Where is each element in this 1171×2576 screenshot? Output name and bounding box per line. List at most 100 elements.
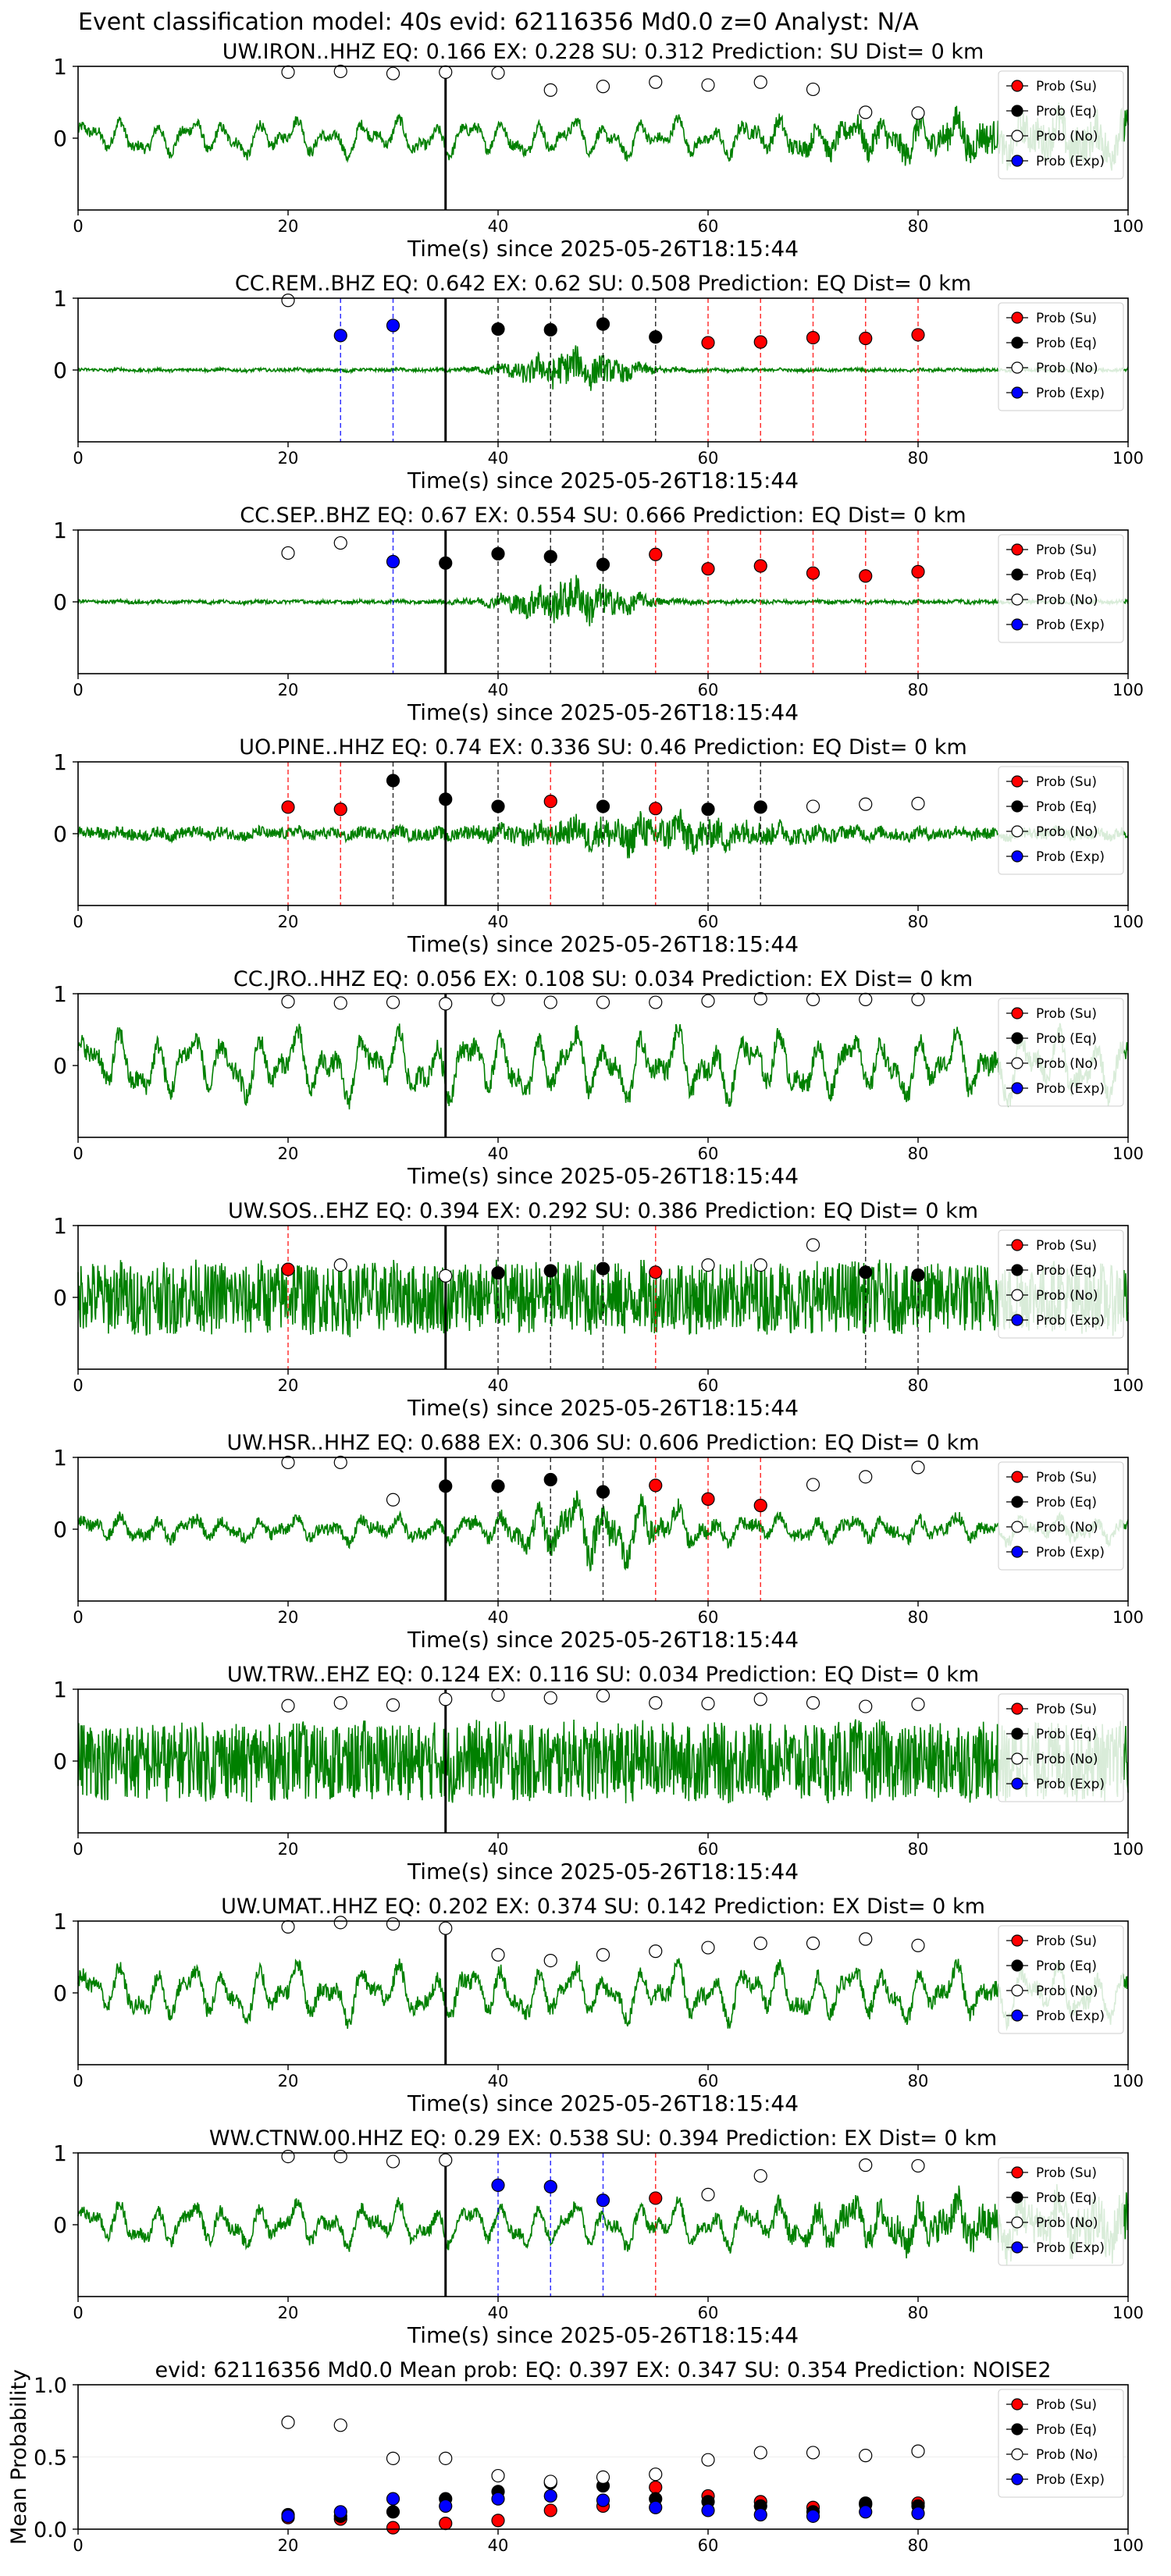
prob-point-no	[753, 2169, 767, 2183]
legend-box	[998, 2389, 1124, 2498]
x-tick-label: 0	[73, 449, 83, 468]
legend-marker-no	[1011, 1984, 1023, 1997]
prob-point-no	[806, 992, 820, 1006]
prob-point-no	[333, 1916, 347, 1930]
y-tick-label: 0	[53, 589, 67, 615]
x-tick-label: 60	[698, 1608, 719, 1627]
prob-point-su	[701, 562, 715, 576]
prob-point-su	[649, 802, 663, 816]
x-tick-label: 40	[488, 2536, 509, 2555]
prob-point-no	[753, 75, 767, 89]
prob-point-exp	[386, 318, 400, 333]
prob-point-no	[859, 2158, 873, 2172]
x-tick-label: 100	[1112, 1144, 1144, 1163]
y-tick-label: 1	[53, 2140, 67, 2166]
legend: Prob (Su) Prob (Eq) Prob (No) Prob (Exp)	[998, 998, 1124, 1107]
prob-point-no	[281, 294, 295, 308]
legend-marker-exp	[1011, 1546, 1023, 1558]
mean-point-no	[911, 2444, 925, 2458]
x-tick-label: 0	[73, 1376, 83, 1395]
mean-point-su	[649, 2480, 663, 2494]
mean-point-exp	[649, 2500, 663, 2514]
prob-point-eq	[543, 1472, 557, 1487]
x-axis-label: Time(s) since 2025-05-26T18:15:44	[407, 468, 799, 493]
legend-marker-eq	[1011, 2191, 1023, 2204]
x-tick-label: 60	[698, 1376, 719, 1395]
subplot-8: UW.TRW..EHZ EQ: 0.124 EX: 0.116 SU: 0.03…	[53, 1663, 1144, 1884]
legend-label: Prob (No)	[1036, 1288, 1098, 1304]
y-tick-label: 1	[53, 1445, 67, 1471]
prob-point-no	[386, 2154, 400, 2169]
prob-point-no	[543, 1954, 557, 1968]
legend-label: Prob (Exp)	[1036, 849, 1105, 865]
y-tick-label: 1	[53, 1909, 67, 1934]
prob-point-eq	[439, 1479, 453, 1493]
subplot-title: UW.HSR..HHZ EQ: 0.688 EX: 0.306 SU: 0.60…	[226, 1431, 979, 1455]
prob-point-su	[649, 1265, 663, 1279]
legend-label: Prob (Su)	[1036, 1702, 1097, 1717]
x-tick-label: 100	[1112, 2304, 1144, 2322]
legend-box	[998, 534, 1124, 643]
legend-label: Prob (No)	[1036, 2215, 1098, 2231]
x-tick-label: 100	[1112, 2072, 1144, 2090]
x-tick-label: 100	[1112, 217, 1144, 236]
legend-box	[998, 302, 1124, 411]
x-tick-label: 100	[1112, 449, 1144, 468]
x-tick-label: 40	[488, 449, 509, 468]
legend-label: Prob (Su)	[1036, 2397, 1097, 2413]
prob-point-no	[333, 2150, 347, 2164]
prob-point-no	[701, 2187, 715, 2201]
x-tick-label: 60	[698, 2304, 719, 2322]
prob-point-no	[753, 1692, 767, 1706]
prob-point-su	[649, 1478, 663, 1493]
prob-point-eq	[439, 792, 453, 806]
prob-point-no	[753, 1936, 767, 1951]
prob-point-su	[649, 547, 663, 561]
x-tick-label: 20	[278, 913, 299, 931]
legend-label: Prob (No)	[1036, 592, 1098, 608]
legend-marker-exp	[1011, 2009, 1023, 2022]
legend: Prob (Su) Prob (Eq) Prob (No) Prob (Exp)	[998, 302, 1124, 411]
prob-point-no	[281, 1699, 295, 1713]
waveform-trace	[77, 1958, 1129, 2031]
legend-label: Prob (Eq)	[1036, 568, 1097, 583]
x-tick-label: 20	[278, 2072, 299, 2090]
prob-point-eq	[439, 556, 453, 570]
prob-point-eq	[386, 774, 400, 788]
prob-point-no	[386, 1917, 400, 1931]
prob-point-no	[649, 995, 663, 1009]
mean-point-exp	[859, 2505, 873, 2519]
x-tick-label: 100	[1112, 2536, 1144, 2555]
prob-point-no	[543, 995, 557, 1009]
prob-point-su	[859, 331, 873, 346]
prob-point-no	[333, 535, 347, 550]
y-tick-label: 0.5	[34, 2446, 67, 2471]
prob-point-su	[911, 328, 925, 342]
prob-point-no	[439, 1692, 453, 1706]
x-tick-label: 60	[698, 2072, 719, 2090]
legend-label: Prob (No)	[1036, 1984, 1098, 1999]
prob-point-no	[911, 1697, 925, 1711]
x-axis-label: Time(s) since 2025-05-26T18:15:44	[407, 1163, 799, 1189]
prob-point-su	[753, 335, 767, 349]
x-tick-label: 80	[908, 2536, 929, 2555]
waveform-trace	[77, 1023, 1129, 1110]
x-tick-label: 80	[908, 449, 929, 468]
legend-marker-eq	[1011, 1959, 1023, 1972]
subplot-2: CC.REM..BHZ EQ: 0.642 EX: 0.62 SU: 0.508…	[53, 272, 1144, 493]
mean-point-exp	[596, 2493, 610, 2507]
prob-point-su	[701, 1492, 715, 1506]
x-tick-label: 20	[278, 1144, 299, 1163]
x-tick-label: 40	[488, 681, 509, 699]
legend-marker-su	[1011, 543, 1023, 556]
prob-point-no	[543, 1691, 557, 1705]
mean-point-no	[491, 2468, 505, 2483]
legend: Prob (Su) Prob (Eq) Prob (No) Prob (Exp)	[998, 766, 1124, 875]
y-tick-label: 1	[53, 54, 67, 80]
prob-point-su	[911, 564, 925, 578]
legend-box	[998, 70, 1124, 180]
legend-label: Prob (Exp)	[1036, 1777, 1105, 1792]
legend: Prob (Su) Prob (Eq) Prob (No) Prob (Exp)	[998, 1925, 1124, 2034]
prob-point-su	[753, 559, 767, 573]
prob-point-eq	[543, 322, 557, 337]
